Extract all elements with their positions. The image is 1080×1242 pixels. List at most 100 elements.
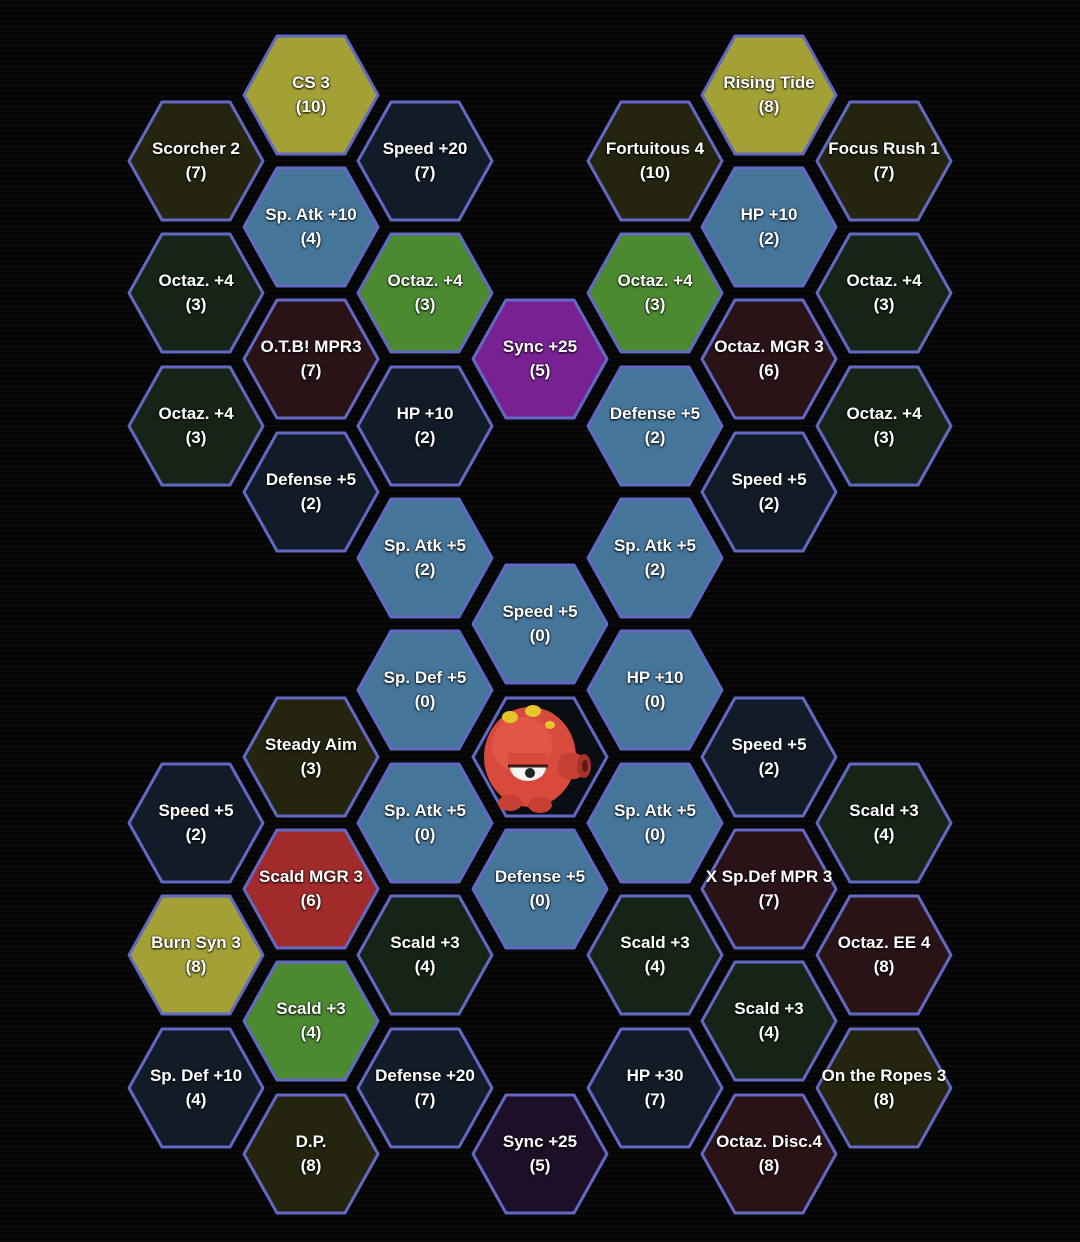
tile-label: Speed +5 (0) — [470, 562, 610, 686]
grid-tile[interactable]: Speed +20 (7) — [355, 99, 495, 223]
tile-label: Octaz. +4 (3) — [355, 231, 495, 355]
grid-tile[interactable]: Octaz. EE 4 (8) — [814, 893, 954, 1017]
grid-tile[interactable]: Steady Aim (3) — [241, 695, 381, 819]
grid-tile[interactable]: Octaz. +4 (3) — [355, 231, 495, 355]
grid-tile[interactable]: Defense +5 (2) — [585, 364, 725, 488]
tile-cost: (4) — [414, 957, 436, 976]
grid-tile[interactable]: On the Ropes 3 (8) — [814, 1026, 954, 1150]
tile-name: Steady Aim — [265, 735, 357, 754]
tile-name: HP +10 — [626, 668, 684, 687]
hexagon-shape — [700, 828, 838, 950]
grid-tile[interactable]: Speed +5 (0) — [470, 562, 610, 686]
tile-cost: (7) — [758, 891, 780, 910]
grid-tile[interactable]: Octaz. +4 (3) — [585, 231, 725, 355]
grid-tile[interactable]: CS 3 (10) — [241, 33, 381, 157]
grid-tile[interactable]: Burn Syn 3 (8) — [126, 893, 266, 1017]
grid-tile[interactable]: X Sp.Def MPR 3 (7) — [699, 827, 839, 951]
grid-tile[interactable]: Sp. Atk +5 (2) — [355, 496, 495, 620]
grid-tile[interactable]: O.T.B! MPR3 (7) — [241, 297, 381, 421]
grid-tile[interactable]: Scorcher 2 (7) — [126, 99, 266, 223]
center-pokemon-tile[interactable] — [470, 695, 610, 819]
hexagon-shape — [586, 762, 724, 884]
grid-tile[interactable]: HP +10 (2) — [355, 364, 495, 488]
hexagon-shape — [356, 232, 494, 354]
tile-name: Octaz. EE 4 — [837, 933, 931, 952]
tile-name: Scorcher 2 — [152, 139, 240, 158]
grid-tile[interactable]: Octaz. MGR 3 (6) — [699, 297, 839, 421]
grid-tile[interactable]: Octaz. +4 (3) — [126, 364, 266, 488]
tile-label: On the Ropes 3 (8) — [814, 1026, 954, 1150]
grid-tile[interactable]: Sp. Def +5 (0) — [355, 628, 495, 752]
hexagon-shape — [815, 762, 953, 884]
tile-cost: (2) — [758, 494, 780, 513]
hexagon-shape — [586, 629, 724, 751]
grid-tile[interactable]: D.P. (8) — [241, 1092, 381, 1216]
tile-label: Sp. Def +10 (4) — [126, 1026, 266, 1150]
grid-tile[interactable]: Scald +3 (4) — [814, 761, 954, 885]
grid-tile[interactable]: Sp. Atk +10 (4) — [241, 165, 381, 289]
grid-tile[interactable]: Sp. Atk +5 (2) — [585, 496, 725, 620]
tile-cost: (0) — [414, 825, 436, 844]
grid-tile[interactable]: Focus Rush 1 (7) — [814, 99, 954, 223]
hexagon-shape — [586, 232, 724, 354]
grid-tile[interactable]: Defense +20 (7) — [355, 1026, 495, 1150]
grid-tile[interactable]: Speed +5 (2) — [699, 430, 839, 554]
hexagon-shape — [815, 232, 953, 354]
tile-cost: (0) — [414, 692, 436, 711]
grid-tile[interactable]: Rising Tide (8) — [699, 33, 839, 157]
tile-label: Scald +3 (4) — [241, 959, 381, 1083]
tile-name: Octaz. Disc.4 — [716, 1132, 822, 1151]
grid-tile[interactable]: Defense +5 (0) — [470, 827, 610, 951]
hexagon-shape — [586, 497, 724, 619]
tile-cost: (8) — [758, 97, 780, 116]
tile-label: Sp. Atk +5 (2) — [585, 496, 725, 620]
tile-cost: (2) — [758, 759, 780, 778]
grid-tile[interactable]: Scald +3 (4) — [355, 893, 495, 1017]
grid-tile[interactable]: HP +10 (0) — [585, 628, 725, 752]
grid-tile[interactable]: Speed +5 (2) — [699, 695, 839, 819]
tile-cost: (2) — [644, 560, 666, 579]
grid-tile[interactable]: Fortuitous 4 (10) — [585, 99, 725, 223]
tile-cost: (2) — [185, 825, 207, 844]
grid-tile[interactable]: Sp. Atk +5 (0) — [585, 761, 725, 885]
tile-name: Defense +5 — [494, 867, 586, 886]
grid-tile[interactable]: Octaz. +4 (3) — [814, 231, 954, 355]
grid-tile[interactable]: Octaz. +4 (3) — [814, 364, 954, 488]
tile-name: Octaz. +4 — [846, 271, 922, 290]
grid-tile[interactable]: Sync +25 (5) — [470, 297, 610, 421]
tile-cost: (2) — [644, 428, 666, 447]
grid-tile[interactable]: Octaz. +4 (3) — [126, 231, 266, 355]
tile-cost: (0) — [644, 692, 666, 711]
tile-label: Sync +25 (5) — [470, 297, 610, 421]
grid-tile[interactable]: Sp. Atk +5 (0) — [355, 761, 495, 885]
grid-tile[interactable]: Scald +3 (4) — [699, 959, 839, 1083]
grid-tile[interactable]: Sync +25 (5) — [470, 1092, 610, 1216]
tile-name: CS 3 — [292, 73, 330, 92]
grid-tile[interactable]: Scald +3 (4) — [585, 893, 725, 1017]
tile-label: D.P. (8) — [241, 1092, 381, 1216]
tile-cost: (10) — [639, 163, 671, 182]
grid-tile[interactable]: Speed +5 (2) — [126, 761, 266, 885]
tile-name: Sync +25 — [502, 1132, 578, 1151]
tile-name: D.P. — [295, 1132, 327, 1151]
grid-tile[interactable]: HP +30 (7) — [585, 1026, 725, 1150]
hexagon-shape — [242, 696, 380, 818]
tile-cost: (4) — [300, 1023, 322, 1042]
tile-cost: (2) — [758, 229, 780, 248]
grid-tile[interactable]: Octaz. Disc.4 (8) — [699, 1092, 839, 1216]
tile-name: HP +10 — [740, 205, 798, 224]
hexagon-shape — [242, 1093, 380, 1215]
tile-cost: (2) — [414, 560, 436, 579]
grid-tile[interactable]: HP +10 (2) — [699, 165, 839, 289]
hexagon-shape — [356, 1027, 494, 1149]
grid-tile[interactable]: Scald +3 (4) — [241, 959, 381, 1083]
grid-tile[interactable]: Scald MGR 3 (6) — [241, 827, 381, 951]
tile-label: Defense +5 (2) — [585, 364, 725, 488]
grid-tile[interactable]: Sp. Def +10 (4) — [126, 1026, 266, 1150]
tile-label: Scorcher 2 (7) — [126, 99, 266, 223]
tile-cost: (7) — [185, 163, 207, 182]
grid-tile[interactable]: Defense +5 (2) — [241, 430, 381, 554]
hexagon-shape — [356, 100, 494, 222]
tile-label: Steady Aim (3) — [241, 695, 381, 819]
